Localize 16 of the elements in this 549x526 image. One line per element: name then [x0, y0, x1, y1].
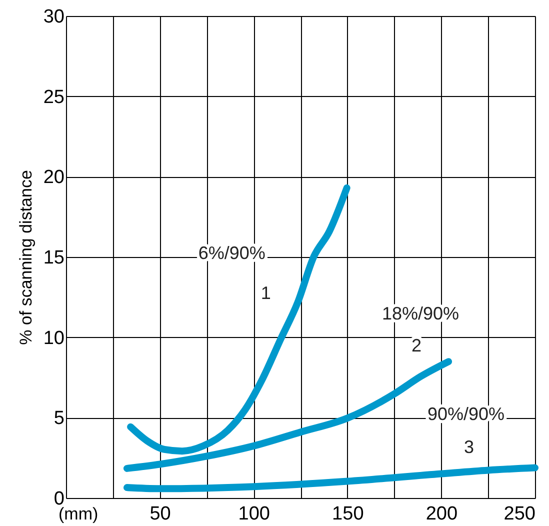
x-tick-label: 50 [150, 504, 171, 524]
y-tick-label: 15 [43, 248, 64, 268]
x-tick-label: 100 [238, 504, 270, 524]
x-tick-label: 200 [426, 504, 458, 524]
x-axis-title: (mm) [58, 504, 98, 524]
annotation: 1 [260, 282, 271, 303]
y-tick-label: 25 [43, 86, 64, 108]
y-tick-label: 20 [43, 167, 64, 188]
x-tick-label: 150 [332, 504, 364, 524]
y-axis-title: % of scanning distance [16, 170, 36, 345]
x-tick-label: 250 [504, 504, 536, 524]
y-tick-label: 10 [43, 328, 64, 349]
annotation: 3 [464, 436, 474, 457]
annotation: 2 [412, 336, 422, 356]
y-tick-label: 30 [43, 6, 64, 28]
y-tick-label: 5 [54, 408, 64, 430]
